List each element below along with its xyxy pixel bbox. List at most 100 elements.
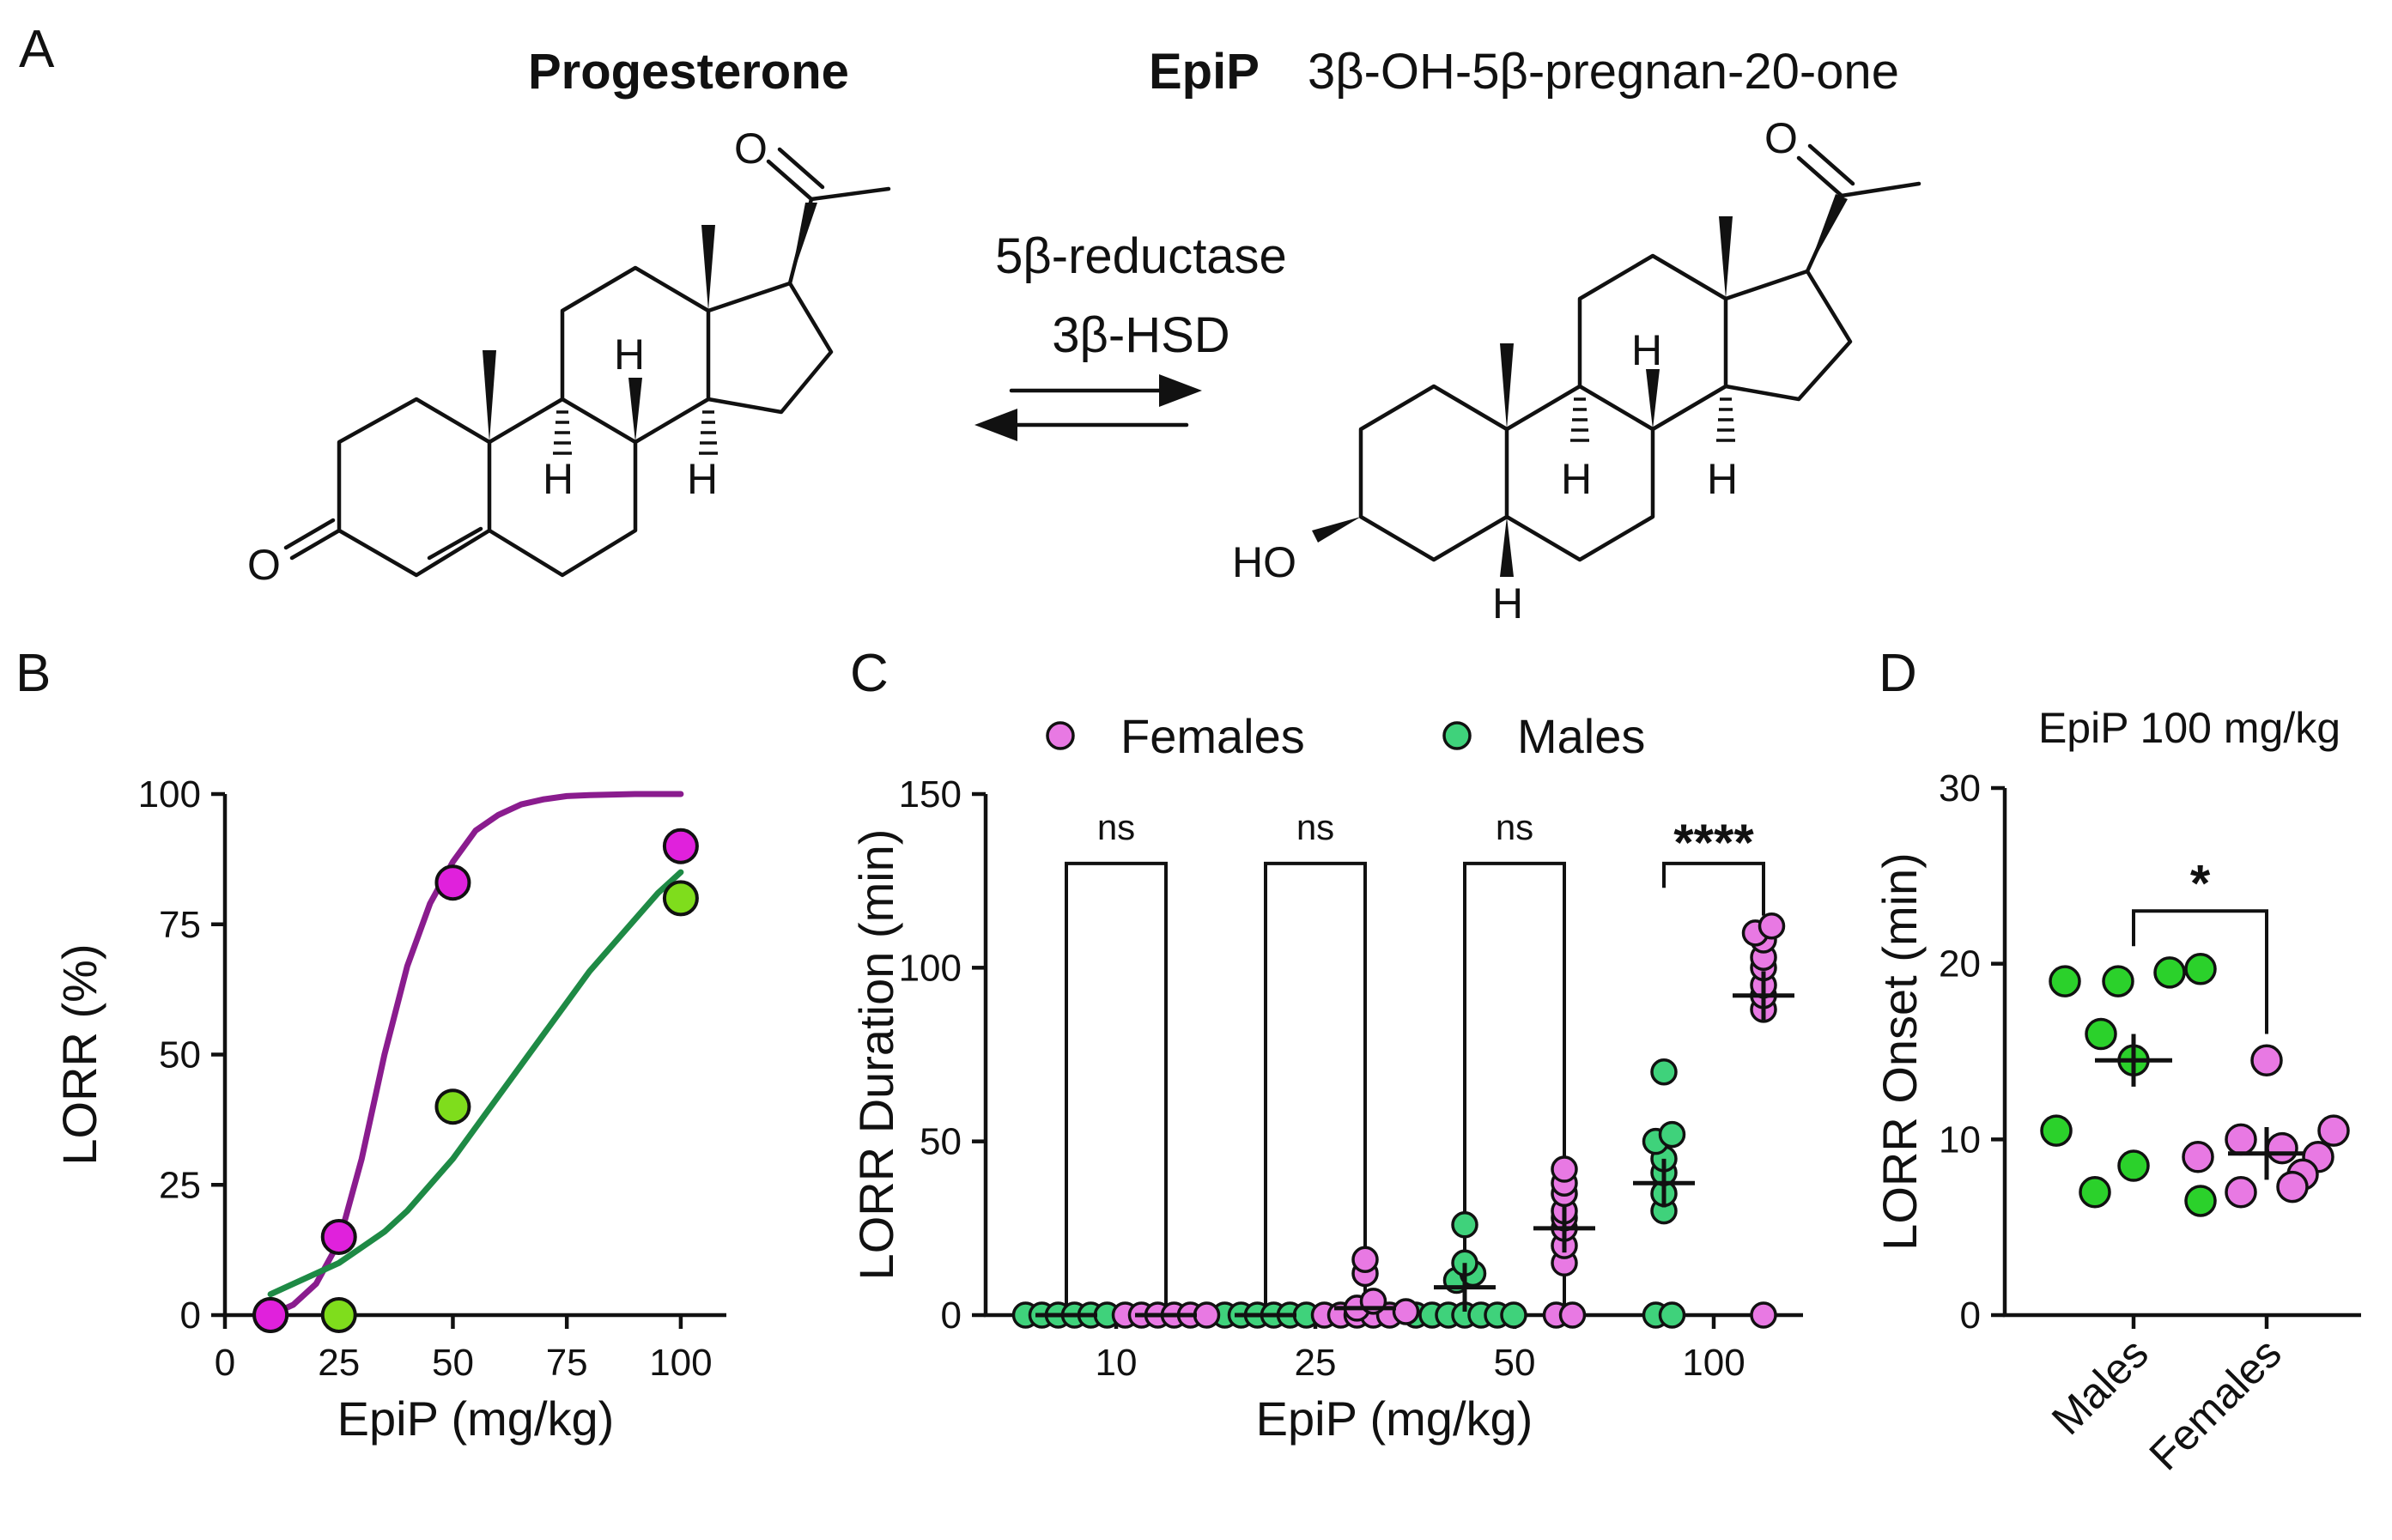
reaction-arrows: 5β-reductase 3β-HSD [974, 228, 1287, 441]
epip-h9: H [1561, 455, 1592, 503]
c-x-tick-label: 10 [1096, 1342, 1138, 1384]
d-y-tick-label: 20 [1939, 943, 1981, 985]
progesterone-ketone-bond [289, 528, 342, 561]
progesterone-carbonyl [766, 159, 814, 202]
d-significance-bracket [2132, 909, 2268, 1034]
b-point-female [320, 1218, 357, 1255]
b-y-axis-title: LORR (%) [52, 943, 106, 1165]
d-y-tick-label: 10 [1939, 1119, 1981, 1161]
c-legend-female-label: Females [1120, 709, 1305, 763]
epip-h8: H [1631, 326, 1662, 374]
d-y-tick-label: 30 [1939, 767, 1981, 809]
enzyme-3b-hsd: 3β-HSD [1052, 307, 1229, 363]
c-legend-male-label: Males [1517, 709, 1645, 763]
b-x-tick-label: 25 [318, 1342, 360, 1384]
c-significance-bracket [1264, 861, 1367, 1315]
progesterone-ring-a [337, 397, 492, 578]
epip-c17-wedge [1807, 194, 1848, 271]
d-x-tick-label: Males [2043, 1329, 2158, 1444]
panel-a: A Progesterone EpiP 3β-OH-5β-pregnan-20-… [19, 20, 1921, 628]
b-y-tick-label: 25 [159, 1164, 201, 1206]
forward-arrow-head [1159, 374, 1202, 407]
panel-a-letter: A [19, 20, 55, 79]
epip-ring-c [1577, 253, 1728, 432]
d-point-female [2266, 1131, 2298, 1165]
b-x-tick-label: 50 [432, 1342, 474, 1384]
d-point-male [2184, 1185, 2217, 1217]
c-x-axis-title: EpiP (mg/kg) [1256, 1391, 1533, 1446]
c-axes [983, 794, 1803, 1318]
d-point-male [2040, 1114, 2073, 1147]
epip-c8-h-wedge [1646, 369, 1660, 429]
progesterone-c19-methyl-wedge [483, 350, 496, 442]
c-significance-label: ns [1296, 807, 1334, 847]
d-point-male [2079, 1175, 2111, 1209]
epip-carbonyl-double [1807, 143, 1855, 186]
epip-carbonyl [1796, 155, 1844, 198]
d-point-female [2225, 1123, 2257, 1156]
c-point-male [1658, 1301, 1686, 1329]
progesterone-o20: O [734, 124, 768, 173]
d-point-male [2184, 953, 2217, 985]
c-y-tick-label: 150 [899, 773, 962, 815]
progesterone-carbonyl-double [777, 147, 825, 190]
d-y-axis-title: LORR Onset (min) [1873, 852, 1927, 1251]
progesterone-h9: H [543, 455, 574, 503]
b-point-female [434, 864, 471, 901]
c-significance-label: ns [1097, 807, 1135, 847]
progesterone-c14-h-hash [699, 410, 718, 455]
d-point-male [2153, 956, 2186, 989]
epip-ring-a [1358, 384, 1509, 562]
c-legend-male-marker [1442, 721, 1472, 750]
c-y-tick-label: 100 [899, 947, 962, 989]
d-point-male [2049, 965, 2081, 997]
c-point-male [1451, 1211, 1478, 1239]
d-point-female [2182, 1141, 2214, 1173]
progesterone-structure: O O H H H [247, 124, 891, 589]
progesterone-o3: O [247, 541, 281, 589]
b-y-tick-label: 75 [159, 904, 201, 946]
d-point-female [2250, 1044, 2283, 1076]
c-significance-bracket [1662, 861, 1765, 916]
c-point-female [1758, 912, 1786, 940]
d-point-male [2117, 1149, 2150, 1182]
d-y-tick-label: 0 [1960, 1294, 1981, 1337]
epip-h5: H [1492, 579, 1523, 628]
progesterone-enone-double-bond [427, 526, 483, 561]
progesterone-ring-c [560, 265, 711, 445]
epip-ring-b [1504, 384, 1655, 562]
c-x-tick-label: 50 [1494, 1342, 1536, 1384]
d-x-tick-label: Females [2140, 1329, 2291, 1479]
progesterone-h14: H [687, 455, 718, 503]
b-y-tick-label: 0 [180, 1294, 201, 1337]
d-significance-label: * [2190, 854, 2211, 912]
panel-b: B 0 25 50 75 100 0 25 50 75 100 EpiP (mg/kg) LORR (… [15, 644, 726, 1446]
reverse-arrow-head [974, 409, 1017, 441]
progesterone-c17-wedge [790, 203, 817, 283]
progesterone-ring-d [706, 281, 834, 415]
d-point-female [2225, 1175, 2257, 1209]
c-point-female [1193, 1301, 1221, 1329]
c-point-female [1392, 1298, 1420, 1325]
epip-c5-h-wedge [1500, 517, 1514, 577]
epip-3-oh-wedge [1312, 517, 1361, 543]
epip-o20: O [1764, 114, 1798, 162]
progesterone-ring-b [487, 397, 638, 578]
c-significance-label: **** [1673, 814, 1754, 871]
progesterone-c18-methyl-wedge [701, 225, 715, 311]
c-y-tick-label: 50 [920, 1121, 962, 1163]
progesterone-h8: H [614, 330, 645, 379]
b-fit-male [267, 869, 684, 1298]
b-point-female [252, 1297, 289, 1333]
epip-structure: HO O H H H H [1232, 114, 1921, 628]
b-axes [222, 794, 726, 1318]
enzyme-5b-reductase: 5β-reductase [995, 228, 1287, 284]
progesterone-ketone-double-bond [283, 518, 336, 550]
panel-c-letter: C [850, 644, 889, 703]
c-point-female [1558, 1301, 1587, 1329]
c-point-female [1351, 1246, 1379, 1274]
c-point-male [1500, 1301, 1527, 1329]
